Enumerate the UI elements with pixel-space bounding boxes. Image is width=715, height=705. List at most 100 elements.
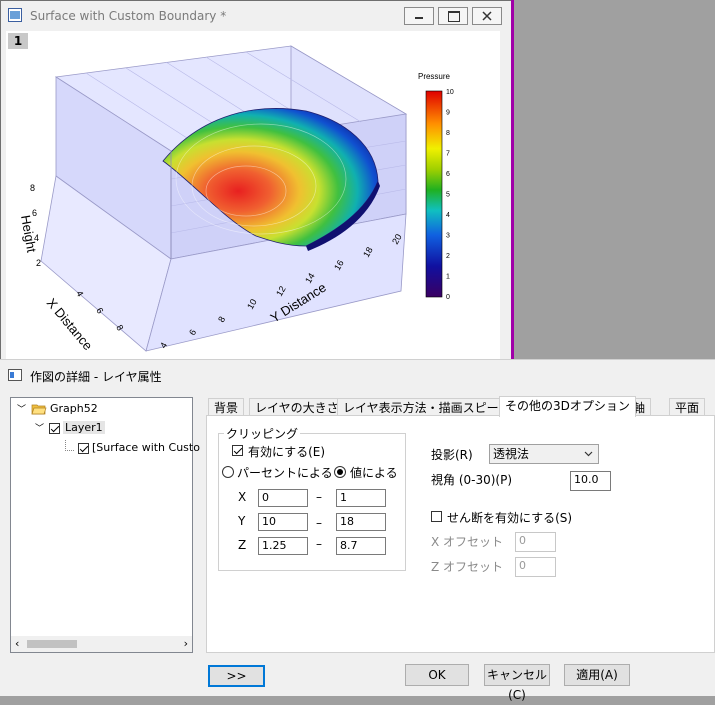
plot-details-dialog: 作図の詳細 - レイヤ属性 ﹀ Graph52 ﹀ Layer1 [Surfac…: [0, 359, 715, 702]
clip-z-dash: –: [316, 537, 322, 551]
legend-title: Pressure: [418, 72, 451, 81]
z-tick-label: 2: [36, 258, 41, 268]
clip-x-dash: –: [316, 490, 322, 504]
clip-y-from-input[interactable]: 10: [258, 513, 308, 531]
shear-enable-label[interactable]: せん断を有効にする(S): [447, 511, 573, 525]
z-tick-label: 4: [34, 233, 39, 243]
tab-layer-size[interactable]: レイヤの大きさ: [249, 398, 345, 416]
dialog-title: 作図の詳細 - レイヤ属性: [30, 370, 162, 384]
y-tick-label: 20: [390, 232, 404, 246]
z-offset-input[interactable]: 0: [515, 557, 556, 577]
clip-z-from-input[interactable]: 1.25: [258, 537, 308, 555]
tree-node-graph[interactable]: ﹀ Graph52: [17, 401, 98, 418]
clipping-group: [218, 433, 406, 571]
minimize-button[interactable]: [404, 7, 434, 25]
tree-horizontal-scrollbar[interactable]: ‹ ›: [11, 636, 192, 652]
y-tick-labels: 4 6 8 10 12 14 16 18 20: [158, 232, 404, 350]
projection-label: 投影(R): [431, 448, 473, 462]
shear-enable-checkbox[interactable]: [431, 511, 442, 522]
ok-button[interactable]: OK: [405, 664, 469, 686]
expand-button[interactable]: >>: [208, 665, 265, 687]
dialog-icon: [8, 369, 22, 381]
scroll-right-icon[interactable]: ›: [183, 637, 188, 650]
legend-tick-label: 7: [446, 151, 450, 158]
clip-y-dash: –: [316, 516, 322, 530]
clipping-enable-label[interactable]: 有効にする(E): [248, 445, 326, 459]
minimize-icon: [415, 17, 423, 19]
y-tick-label: 6: [187, 328, 198, 337]
graph-vertical-scrollbar[interactable]: [500, 31, 510, 360]
tab-panel: クリッピング 有効にする(E) パーセントによる 値による X 0 – 1 Y …: [206, 415, 715, 653]
scroll-left-icon[interactable]: ‹: [15, 637, 20, 650]
restore-icon: [448, 11, 460, 22]
tree-label-graph: Graph52: [50, 402, 98, 415]
x-offset-input[interactable]: 0: [515, 532, 556, 552]
y-tick-label: 14: [303, 271, 317, 285]
y-tick-label: 12: [274, 284, 288, 298]
tree-node-layer[interactable]: ﹀ Layer1: [35, 420, 105, 437]
chevron-down-icon: [584, 451, 593, 457]
tab-display-speed[interactable]: レイヤ表示方法・描画スピード: [337, 398, 517, 416]
clip-x-label: X: [238, 490, 247, 504]
tab-planes[interactable]: 平面: [669, 398, 706, 416]
by-percent-label[interactable]: パーセントによる: [237, 466, 333, 480]
legend-tick-label: 4: [446, 212, 450, 219]
legend-tick-label: 2: [446, 253, 450, 260]
z-axis-label: Height: [18, 214, 39, 254]
projection-value: 透視法: [493, 447, 530, 461]
legend-tick-label: 6: [446, 171, 450, 178]
legend-tick-label: 3: [446, 233, 450, 240]
by-value-label[interactable]: 値による: [350, 466, 398, 480]
window-border-accent: [511, 0, 514, 360]
apply-button[interactable]: 適用(A): [564, 664, 630, 686]
clip-y-to-input[interactable]: 18: [336, 513, 386, 531]
collapse-arrow-icon[interactable]: ﹀: [17, 405, 27, 415]
legend-tick-label: 0: [446, 294, 450, 301]
legend-tick-label: 10: [446, 89, 454, 96]
y-tick-label: 16: [332, 258, 346, 272]
tree-label-layer: Layer1: [63, 421, 105, 434]
collapse-arrow-icon[interactable]: ﹀: [35, 424, 45, 434]
projection-select[interactable]: 透視法: [489, 444, 599, 464]
scroll-thumb[interactable]: [27, 640, 77, 648]
y-tick-label: 10: [245, 297, 259, 311]
folder-open-icon: [31, 404, 46, 415]
y-tick-label: 4: [158, 341, 169, 350]
tab-background[interactable]: 背景: [208, 398, 245, 416]
z-offset-label: Z オフセット: [431, 560, 504, 574]
cancel-button[interactable]: キャンセル(C): [484, 664, 550, 702]
graph-title-bar[interactable]: Surface with Custom Boundary *: [6, 6, 506, 28]
color-scale-bar[interactable]: [425, 90, 443, 298]
by-percent-radio[interactable]: [222, 466, 234, 478]
plot-visible-checkbox[interactable]: [77, 442, 89, 454]
close-icon: [482, 11, 492, 21]
x-tick-labels: 468: [74, 289, 125, 332]
clip-z-label: Z: [238, 538, 247, 552]
surface-mesh[interactable]: [162, 108, 379, 247]
layer-tree[interactable]: ﹀ Graph52 ﹀ Layer1 [Surface with Custo ‹…: [10, 397, 200, 653]
tree-node-plot[interactable]: [Surface with Custo: [65, 440, 200, 456]
clipping-enable-checkbox[interactable]: [232, 445, 243, 456]
view-angle-input[interactable]: 10.0: [570, 471, 611, 491]
tab-3d-options[interactable]: その他の3Dオプション: [499, 396, 636, 417]
graph-window-title: Surface with Custom Boundary *: [30, 9, 227, 23]
clip-x-from-input[interactable]: 0: [258, 489, 308, 507]
layer-number-tag[interactable]: 1: [8, 33, 28, 49]
layer-visible-checkbox[interactable]: [48, 422, 60, 434]
tree-connector: [65, 440, 74, 451]
legend-tick-label: 5: [446, 192, 450, 199]
y-tick-label: 18: [361, 245, 375, 259]
z-tick-label: 8: [30, 183, 35, 193]
clip-x-to-input[interactable]: 1: [336, 489, 386, 507]
clip-z-to-input[interactable]: 8.7: [336, 537, 386, 555]
close-button[interactable]: [472, 7, 502, 25]
x-tick-label: 8: [114, 323, 125, 332]
restore-button[interactable]: [438, 7, 468, 25]
x-offset-label: X オフセット: [431, 535, 504, 549]
surface-edge: [306, 181, 380, 251]
by-value-radio[interactable]: [334, 466, 346, 478]
z-tick-labels: 8 6 4 2: [30, 183, 41, 268]
